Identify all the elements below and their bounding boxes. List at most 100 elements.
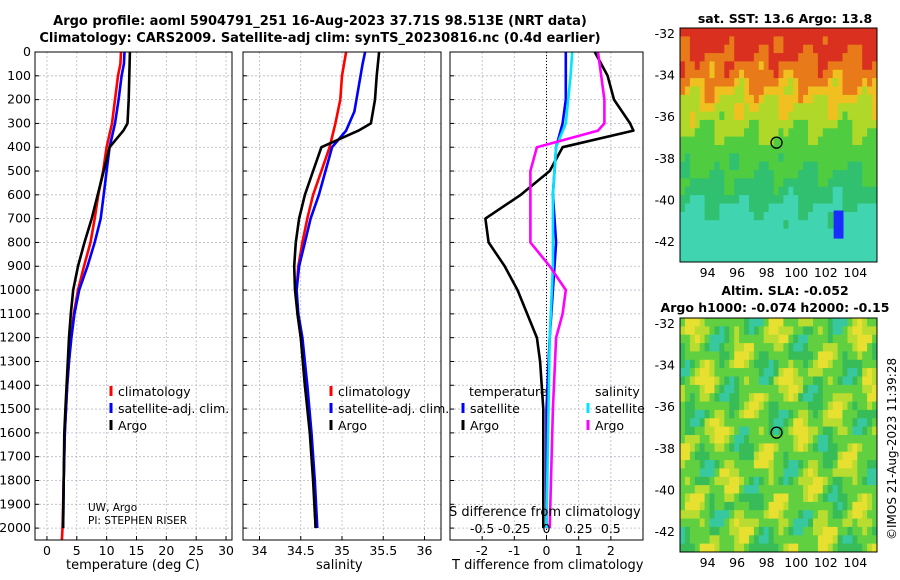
sst-map-cell bbox=[694, 28, 701, 37]
sla-map-cell bbox=[832, 426, 839, 436]
sla-map-cell bbox=[778, 460, 784, 469]
sst-map-cell bbox=[852, 228, 858, 238]
sla-map-cell bbox=[867, 535, 873, 545]
sst-map-cell bbox=[872, 111, 878, 121]
sst-map-cell bbox=[709, 178, 715, 188]
sla-map-cell bbox=[734, 376, 740, 386]
sla-map-cell bbox=[778, 334, 784, 344]
sla-map-cell bbox=[837, 426, 843, 436]
sst-map-cell bbox=[822, 111, 829, 121]
sst-map-cell bbox=[744, 203, 750, 213]
sst-map-cell bbox=[788, 103, 794, 113]
sst-map-cell bbox=[822, 153, 829, 163]
sla-map-cell bbox=[714, 334, 720, 344]
sla-map-cell bbox=[847, 485, 853, 494]
sst-map-cell bbox=[778, 53, 784, 62]
sst-map-cell bbox=[822, 161, 829, 171]
sst-map-cell bbox=[739, 28, 745, 37]
sla-map-cell bbox=[862, 518, 868, 528]
sst-map-cell bbox=[813, 136, 819, 146]
difference-top-tick-label: -0.25 bbox=[498, 521, 530, 536]
sst-map-cell bbox=[680, 228, 686, 238]
sst-map-cell bbox=[827, 203, 834, 213]
salinity-legend-climatology: climatology bbox=[338, 384, 411, 399]
sst-map-cell bbox=[680, 78, 686, 87]
sst-map-cell bbox=[768, 119, 774, 129]
sla-map-cell bbox=[704, 518, 710, 528]
sla-map-cell bbox=[778, 443, 784, 453]
sst-map-cell bbox=[689, 253, 696, 263]
sst-map-cell bbox=[768, 78, 774, 87]
sla-map-cell bbox=[842, 443, 848, 453]
sla-map-cell bbox=[689, 418, 696, 428]
sst-map-ytick: -40 bbox=[655, 192, 675, 207]
sla-map-cell bbox=[798, 318, 804, 327]
sst-map-cell bbox=[862, 36, 868, 46]
sla-map-cell bbox=[842, 535, 848, 545]
sst-map-cell bbox=[739, 36, 745, 46]
sla-map-cell bbox=[872, 451, 878, 461]
sst-cold-patch bbox=[833, 210, 844, 239]
sst-map-cell bbox=[798, 253, 804, 263]
sla-map-cell bbox=[684, 435, 691, 444]
sla-map-cell bbox=[773, 510, 779, 520]
sla-map-cell bbox=[847, 368, 853, 377]
sst-map-cell bbox=[773, 128, 779, 138]
sla-map-cell bbox=[867, 443, 873, 453]
sst-map-cell bbox=[837, 61, 843, 71]
sst-map-cell bbox=[729, 228, 735, 238]
sst-map-cell bbox=[793, 220, 799, 230]
sst-map-cell bbox=[837, 195, 843, 204]
sst-map-cell bbox=[694, 245, 701, 255]
sla-map-cell bbox=[827, 451, 834, 461]
sla-map-cell bbox=[694, 418, 701, 428]
sst-map-cell bbox=[852, 44, 858, 54]
sst-map-cell bbox=[837, 178, 843, 188]
sla-map-cell bbox=[719, 384, 725, 394]
sst-map-cell bbox=[857, 78, 863, 87]
sla-map-cell bbox=[788, 351, 794, 361]
sla-map-cell bbox=[817, 468, 824, 478]
sla-map-cell bbox=[773, 384, 779, 394]
sst-map-cell bbox=[872, 211, 878, 221]
sla-map-cell bbox=[847, 351, 853, 361]
sla-map-cell bbox=[783, 518, 789, 528]
sla-map-cell bbox=[753, 384, 760, 394]
sla-map-cell bbox=[709, 476, 715, 486]
sla-map-cell bbox=[739, 526, 745, 536]
sst-map-cell bbox=[714, 186, 720, 196]
sla-map-cell bbox=[773, 368, 779, 377]
sst-map-cell bbox=[724, 78, 730, 87]
sla-map-cell bbox=[709, 326, 715, 336]
sla-map-cell bbox=[862, 460, 868, 469]
sla-map-cell bbox=[753, 376, 760, 386]
sst-map-cell bbox=[724, 128, 730, 138]
sla-map-cell bbox=[793, 451, 799, 461]
sla-map-cell bbox=[798, 426, 804, 436]
sst-map-cell bbox=[768, 220, 774, 230]
sst-map-cell bbox=[744, 195, 750, 204]
sst-map-cell bbox=[684, 178, 691, 188]
sst-map-cell bbox=[847, 211, 853, 221]
sst-map-cell bbox=[827, 245, 834, 255]
sla-map-cell bbox=[699, 326, 706, 336]
sst-map-cell bbox=[842, 78, 848, 87]
sst-map-cell bbox=[719, 220, 725, 230]
sla-map-cell bbox=[744, 318, 750, 327]
sst-map-cell bbox=[680, 61, 686, 71]
sst-map-cell bbox=[847, 153, 853, 163]
sla-map-cell bbox=[724, 460, 730, 469]
sst-map-cell bbox=[753, 253, 760, 263]
difference-legend-temperature-title: temperature bbox=[469, 384, 548, 399]
sst-map-cell bbox=[689, 153, 696, 163]
sst-map-cell bbox=[788, 245, 794, 255]
sst-map-cell bbox=[872, 136, 878, 146]
sst-map-cell bbox=[847, 36, 853, 46]
sst-map-cell bbox=[724, 136, 730, 146]
sla-map-cell bbox=[734, 435, 740, 444]
sla-map-cell bbox=[709, 418, 715, 428]
sla-map-cell bbox=[719, 418, 725, 428]
sla-map-cell bbox=[808, 443, 814, 453]
sla-map-cell bbox=[749, 376, 755, 386]
sst-map-cell bbox=[704, 128, 710, 138]
